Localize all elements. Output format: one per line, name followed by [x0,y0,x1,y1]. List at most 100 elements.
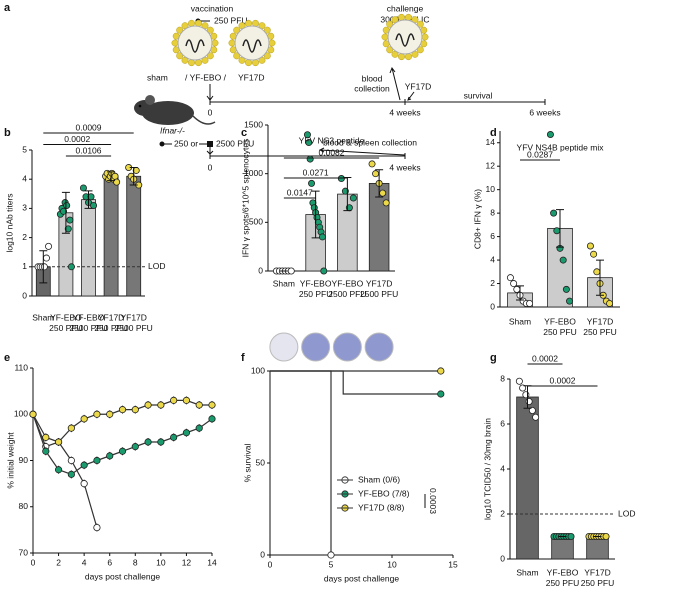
y-tick-label: 110 [14,362,28,372]
x-tick-label: 2500 PFU [360,289,398,299]
marker [182,429,191,437]
virus-icon [228,19,276,67]
data-point [602,533,610,541]
x-tick-label: 15 [448,559,458,569]
marker [80,461,88,469]
survival-line [270,370,441,395]
bar [551,536,574,560]
p-value: 0.0082 [319,147,345,157]
virus-spike [381,33,389,41]
y-tick-label: 10 [486,184,496,194]
y-tick-label: 500 [249,217,263,227]
marker [131,443,139,451]
label: 4 weeks [389,107,420,117]
p-value: 0.0271 [303,167,329,177]
panel-label: e [4,352,10,364]
error-bar [556,209,564,248]
marker [106,452,114,460]
y-tick-label: 70 [19,547,29,557]
virus-body [177,25,213,61]
x-tick-label: YF-EBO [547,567,579,577]
x-tick-label: YF17D [587,316,613,326]
data-point [562,285,570,293]
label: blood & spleen collection [323,137,417,147]
data-point [90,201,98,209]
panel-label: d [490,127,497,139]
data-point [522,391,530,399]
data-point [40,263,48,271]
data-point [79,184,87,192]
y-tick-label: 0 [258,265,263,275]
data-point [42,254,50,262]
p-value: 0.0002 [64,134,90,144]
data-point [60,207,68,215]
dose-marker [207,141,213,147]
marker [80,480,88,488]
marker [131,406,139,414]
marker [327,551,335,559]
chart-title: YFV NS4B peptide mix [517,142,605,152]
virus-spike [228,39,236,47]
y-tick-label: 14 [486,137,496,147]
x-axis-label: days post challenge [324,573,399,583]
virus-spike [268,39,276,47]
data-point [593,268,601,276]
y-tick-label: 0 [22,290,27,300]
data-point [525,397,533,405]
y-tick-label: 2 [490,278,495,288]
marker [208,415,216,423]
marker [170,396,178,404]
data-point [45,242,53,250]
label: Ifnar-/- [160,125,185,135]
error-bar [129,167,138,186]
marker [93,410,101,418]
x-tick-label: YF-EBO [73,312,105,322]
x-tick-label: YF17D [98,312,124,322]
error-bar [311,190,320,239]
y-tick-label: 90 [19,455,29,465]
y-tick-label: 80 [19,501,29,511]
data-point [586,242,594,250]
y-axis-label: log10 TCID50 / 30mg brain [482,418,492,520]
data-point [506,274,514,282]
y-tick-label: 2 [500,508,505,518]
data-point [532,413,540,421]
y-axis-label: CD8+ IFN γ (%) [472,189,482,249]
marker [208,401,216,409]
marker [42,433,50,441]
arrow [318,147,406,156]
virus-spike [176,52,184,60]
data-point [87,193,95,201]
marker [437,390,445,398]
data-point [553,227,561,235]
label: 3000 PFU IC [380,14,429,24]
y-tick-label: 1000 [244,168,263,178]
x-tick-label: Sham [509,316,531,326]
x-tick-label: 250 PFU [546,578,580,588]
virus-spike [171,39,179,47]
data-point [113,178,121,186]
virus-spike [206,26,214,34]
y-tick-label: 6 [500,418,505,428]
x-tick-label: Sham [273,278,295,288]
data-point [510,280,518,288]
data-point [318,233,326,241]
p-value: 0.0287 [527,149,553,159]
y-tick-label: 1500 [244,119,263,129]
marker [195,424,203,432]
y-tick-label: 0 [260,549,265,559]
marker [54,466,63,474]
marker [42,447,50,455]
marker [144,401,152,409]
data-point [368,160,376,168]
panel-label: a [4,2,11,14]
marker [157,438,165,446]
data-point [513,285,521,293]
survival-line [270,370,332,555]
data-point [111,172,119,180]
marker [67,456,75,465]
label: YF17D [405,81,431,91]
y-tick-label: 100 [251,365,265,375]
y-axis-label: % survival [242,444,252,483]
